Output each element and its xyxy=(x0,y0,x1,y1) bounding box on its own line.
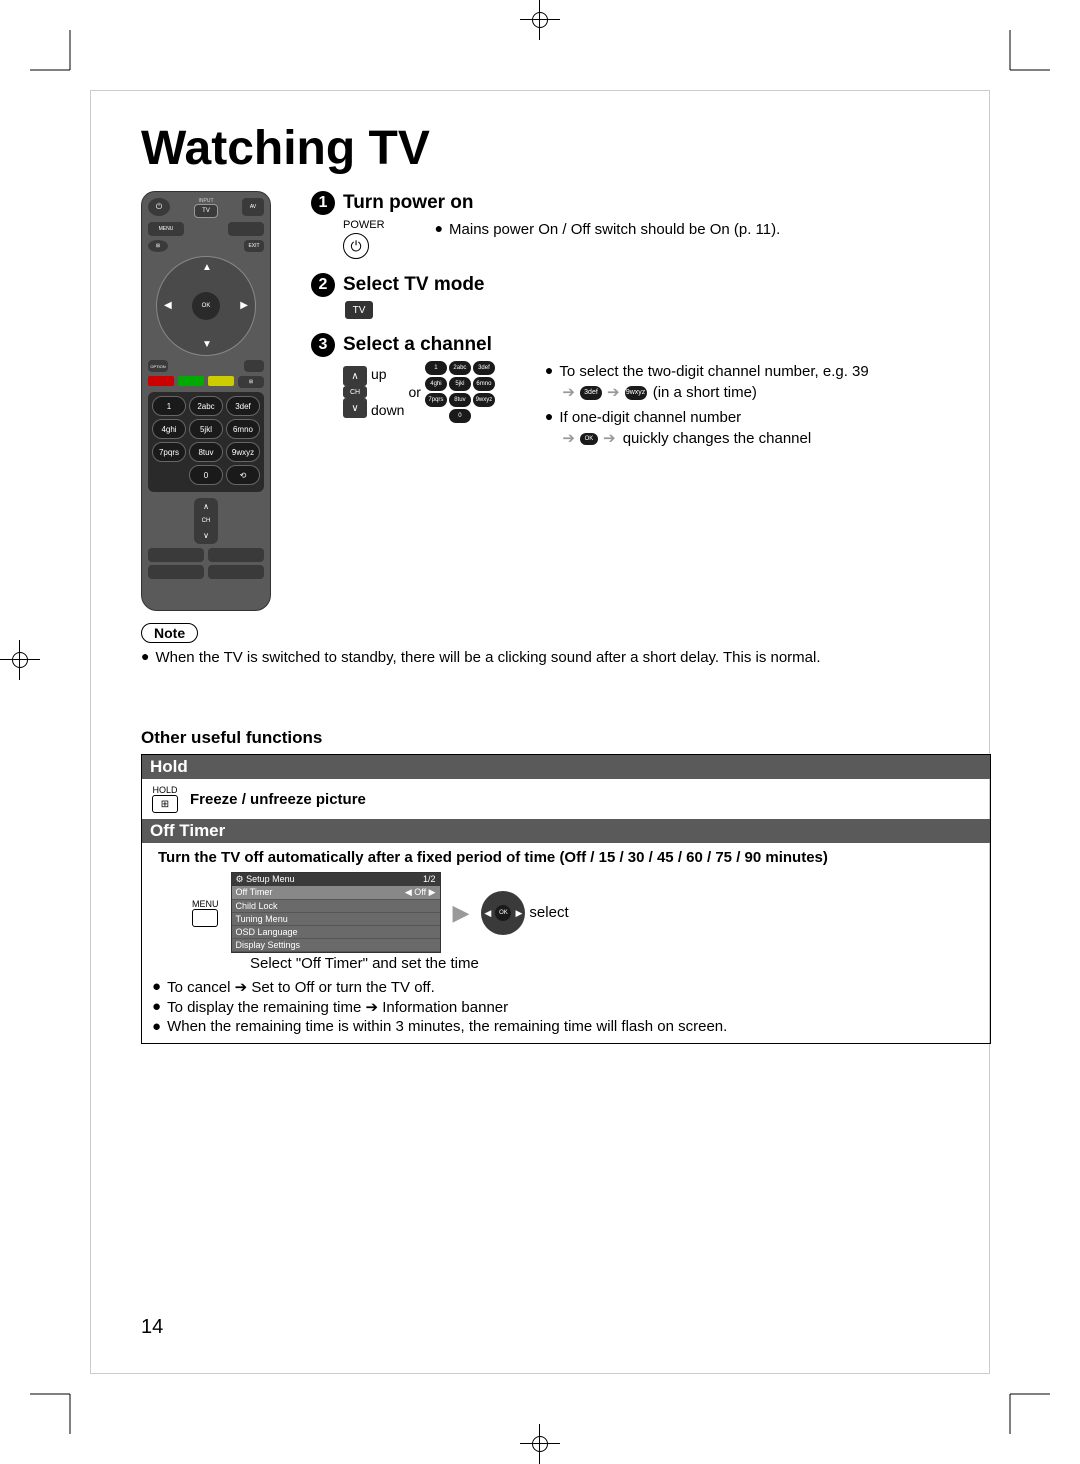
one-digit-note: If one-digit channel number xyxy=(559,409,741,426)
hold-icon-label: HOLD xyxy=(152,785,177,795)
key-7: 7pqrs xyxy=(152,442,186,462)
note-text: When the TV is switched to standby, ther… xyxy=(155,647,820,668)
step-3-title: Select a channel xyxy=(343,334,492,356)
short-time: (in a short time) xyxy=(653,384,757,401)
hold-header: Hold xyxy=(142,755,990,779)
dpad: OK ▲ ▼ ◀ ▶ xyxy=(156,256,256,356)
yellow-button xyxy=(208,376,234,386)
up-label: up xyxy=(371,366,404,382)
key-4: 4ghi xyxy=(152,419,186,439)
key-9: 9wxyz xyxy=(226,442,260,462)
down-label: down xyxy=(371,402,404,418)
ch-rocker: ∧CH∨ xyxy=(194,498,218,544)
key-3: 3def xyxy=(226,396,260,416)
step-1: 1 Turn power on POWER ⏻ ●Mains power On … xyxy=(311,191,991,259)
red-button xyxy=(148,376,174,386)
step-1-note: Mains power On / Off switch should be On… xyxy=(449,219,780,240)
hold-section: Hold HOLD ⊞ Freeze / unfreeze picture Of… xyxy=(141,754,991,1044)
numpad: 12abc3def 4ghi5jkl6mno 7pqrs8tuv9wxyz 0⟲ xyxy=(148,392,264,492)
off-timer-caption: Select "Off Timer" and set the time xyxy=(250,955,980,972)
menu-button: MENU xyxy=(148,222,184,236)
step-1-number: 1 xyxy=(311,191,335,215)
off-timer-header: Off Timer xyxy=(142,819,990,843)
power-button-icon: ⏻ xyxy=(343,233,369,259)
numpad-mini: 12abc3def 4ghi5jkl6mno 7pqrs8tuv9wxyz 0 xyxy=(425,361,495,423)
key-3-inline: 3def xyxy=(580,386,602,400)
other-functions-title: Other useful functions xyxy=(141,728,991,748)
tv-mode-icon: TV xyxy=(345,301,373,319)
two-digit-note: To select the two-digit channel number, … xyxy=(559,363,868,380)
menu-icon xyxy=(192,909,218,927)
green-button xyxy=(178,376,204,386)
off-timer-bullet-1: To cancel ➔ Set to Off or turn the TV of… xyxy=(167,978,435,996)
note-label: Note xyxy=(141,623,198,643)
menu-icon-label: MENU xyxy=(192,899,219,909)
step-2-number: 2 xyxy=(311,273,335,297)
bottom-button-4 xyxy=(208,565,264,579)
page-number: 14 xyxy=(141,1316,163,1339)
key-9-inline: 9wxyz xyxy=(625,386,647,400)
return-button xyxy=(244,360,264,372)
power-label: POWER xyxy=(343,219,385,231)
note-section: Note ●When the TV is switched to standby… xyxy=(141,623,991,668)
exit-button: EXIT xyxy=(244,240,264,252)
key-8: 8tuv xyxy=(189,442,223,462)
select-dpad: OK ◀ ▶ xyxy=(481,891,525,935)
ok-inline: OK xyxy=(580,433,598,445)
key-2: 2abc xyxy=(189,396,223,416)
step-3: 3 Select a channel ∧ CH ∨ up xyxy=(311,333,991,453)
bottom-button-3 xyxy=(148,565,204,579)
key-0: 0 xyxy=(189,465,223,485)
recall-button: ⟲ xyxy=(226,465,260,485)
step-2-title: Select TV mode xyxy=(343,274,485,296)
blank-button xyxy=(228,222,264,236)
select-label: select xyxy=(529,904,568,921)
quick-change: quickly changes the channel xyxy=(623,430,811,447)
power-icon: ⏻ xyxy=(148,198,170,216)
step-3-number: 3 xyxy=(311,333,335,357)
off-timer-bullet-2: To display the remaining time ➔ Informat… xyxy=(167,998,508,1016)
ok-button: OK xyxy=(192,292,220,320)
hold-text: Freeze / unfreeze picture xyxy=(190,791,366,808)
remote-illustration: ⏻ INPUT TV AV MENU ⊞EXIT OK ▲ ▼ xyxy=(141,191,271,611)
tv-button: TV xyxy=(194,204,218,218)
hold-button: ⊞ xyxy=(238,376,264,388)
arrow-icon: ▶ xyxy=(453,900,470,926)
bottom-button-1 xyxy=(148,548,204,562)
off-timer-bullet-3: When the remaining time is within 3 minu… xyxy=(167,1018,727,1035)
step-1-title: Turn power on xyxy=(343,192,474,214)
av-button: AV xyxy=(242,198,264,216)
step-2: 2 Select TV mode TV xyxy=(311,273,991,319)
key-6: 6mno xyxy=(226,419,260,439)
bottom-button-2 xyxy=(208,548,264,562)
option-button: OPTION xyxy=(148,360,168,372)
ch-up-down: ∧ CH ∨ xyxy=(343,366,367,418)
key-1: 1 xyxy=(152,396,186,416)
or-label: or xyxy=(408,384,420,400)
page-title: Watching TV xyxy=(141,121,991,176)
key-5: 5jkl xyxy=(189,419,223,439)
aspect-button: ⊞ xyxy=(148,240,168,252)
off-timer-desc: Turn the TV off automatically after a fi… xyxy=(152,849,980,866)
hold-icon: ⊞ xyxy=(152,795,178,813)
setup-menu: ⚙ Setup Menu1/2 Off Timer◀ Off ▶ Child L… xyxy=(231,872,441,953)
